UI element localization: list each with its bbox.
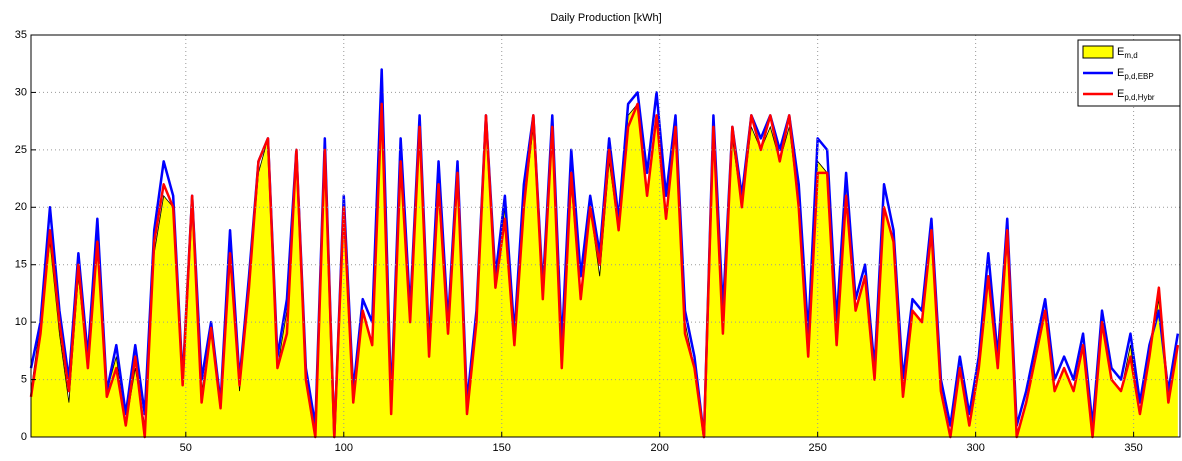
y-tick-label: 35: [15, 29, 27, 41]
legend-name: E: [1117, 46, 1124, 58]
x-tick-label: 200: [651, 442, 669, 454]
legend-name: E: [1117, 67, 1124, 79]
legend-swatch: [1082, 45, 1114, 59]
legend-label: Ep,d,EBP: [1117, 67, 1154, 81]
plot-frame: [30, 34, 1181, 438]
legend-label: Ep,d,Hybr: [1117, 88, 1155, 102]
x-tick-label: 300: [966, 442, 984, 454]
x-tick-label: 50: [180, 442, 192, 454]
y-tick-label: 0: [21, 431, 27, 443]
x-tick-label: 250: [808, 442, 826, 454]
y-tick-label: 15: [15, 259, 27, 271]
legend-subscript: p,d,EBP: [1124, 72, 1153, 81]
y-tick-label: 5: [21, 373, 27, 385]
series-line: [29, 102, 1180, 439]
area: [31, 92, 1178, 438]
x-tick-label: 150: [493, 442, 511, 454]
x-tick-label: 350: [1124, 442, 1142, 454]
y-tick-label: 10: [15, 316, 27, 328]
x-tick-label: 100: [335, 442, 353, 454]
chart-title: Daily Production [kWh]: [550, 12, 661, 24]
y-tick-label: 25: [15, 144, 27, 156]
legend-subscript: p,d,Hybr: [1124, 93, 1155, 102]
legend-name: E: [1117, 88, 1124, 100]
legend-label: Em,d: [1117, 46, 1138, 60]
y-tick-label: 20: [15, 201, 27, 213]
plot: [29, 68, 1180, 439]
legend-subscript: m,d: [1124, 51, 1137, 60]
y-tick-label: 30: [15, 86, 27, 98]
